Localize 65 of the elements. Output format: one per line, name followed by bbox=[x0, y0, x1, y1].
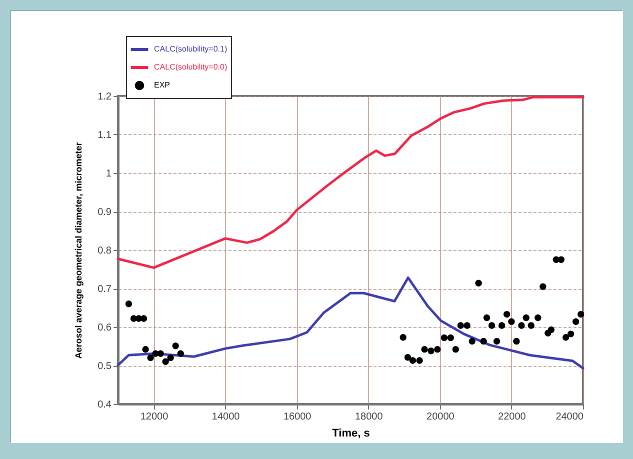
point bbox=[147, 354, 154, 362]
point bbox=[140, 315, 148, 322]
x-tick-label: 24000 bbox=[556, 412, 584, 422]
point bbox=[457, 322, 464, 329]
legend-label: CALC(solubility=0.0) bbox=[154, 62, 228, 72]
x-tick-label: 14000 bbox=[212, 412, 240, 422]
legend-label: CALC(solubility=0.1) bbox=[154, 44, 228, 54]
point bbox=[475, 280, 482, 286]
y-tick-label: 1.2 bbox=[98, 92, 112, 102]
x-tick-label: 16000 bbox=[283, 412, 312, 422]
y-tick-label: 1.1 bbox=[98, 130, 112, 141]
x-tick-label: 20000 bbox=[426, 412, 455, 422]
point bbox=[567, 330, 574, 338]
point bbox=[452, 346, 460, 353]
y-tick-label: 0.9 bbox=[98, 207, 112, 218]
point bbox=[167, 354, 174, 362]
x-tick-label: 18000 bbox=[354, 412, 384, 422]
point bbox=[400, 334, 406, 341]
point bbox=[434, 346, 441, 353]
point bbox=[157, 350, 164, 357]
point bbox=[177, 350, 184, 357]
point bbox=[513, 338, 520, 345]
point bbox=[125, 300, 132, 308]
y-tick-label: 0.7 bbox=[98, 284, 112, 295]
x-tick-label: 22000 bbox=[498, 412, 526, 422]
point bbox=[528, 322, 534, 329]
legend-label: EXP bbox=[154, 80, 170, 90]
point bbox=[162, 358, 169, 365]
point bbox=[468, 338, 476, 345]
point bbox=[503, 310, 510, 318]
point bbox=[578, 310, 584, 318]
point bbox=[142, 346, 149, 353]
y-tick-label: 0.8 bbox=[98, 246, 112, 256]
y-tick-label: 0.5 bbox=[98, 361, 112, 372]
point bbox=[440, 334, 448, 342]
point bbox=[447, 334, 454, 342]
point bbox=[562, 334, 570, 341]
point bbox=[518, 322, 525, 329]
y-tick-label: 0.6 bbox=[98, 322, 112, 334]
y-axis-title: Aerosol average geometrical diameter, micrometer bbox=[74, 142, 84, 359]
point bbox=[464, 322, 470, 329]
point bbox=[428, 348, 434, 354]
point bbox=[409, 357, 416, 364]
y-tick-label: 0.4 bbox=[98, 400, 112, 410]
x-axis-title: Time, s bbox=[332, 428, 370, 440]
point bbox=[508, 318, 515, 325]
x-tick-label: 12000 bbox=[140, 412, 169, 422]
point bbox=[540, 283, 546, 290]
point bbox=[421, 346, 428, 353]
point bbox=[498, 322, 506, 329]
point bbox=[534, 314, 542, 322]
line-series bbox=[116, 276, 584, 370]
y-tick-label: 1 bbox=[106, 168, 112, 180]
point bbox=[483, 314, 490, 322]
point bbox=[558, 256, 565, 263]
point bbox=[572, 318, 580, 325]
point bbox=[548, 326, 555, 334]
point bbox=[404, 354, 412, 361]
point bbox=[480, 338, 487, 345]
point bbox=[416, 357, 423, 364]
line-series bbox=[116, 96, 584, 269]
point bbox=[488, 322, 496, 329]
point bbox=[522, 314, 530, 322]
point bbox=[493, 338, 500, 345]
point bbox=[172, 342, 179, 350]
